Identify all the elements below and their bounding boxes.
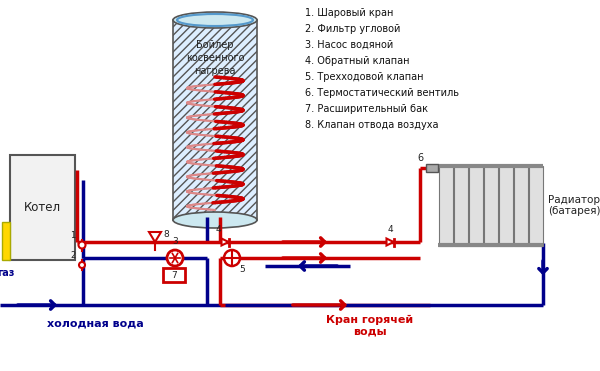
Ellipse shape bbox=[173, 12, 257, 28]
Text: Кран горячей
воды: Кран горячей воды bbox=[326, 315, 413, 336]
Text: 7: 7 bbox=[171, 270, 177, 279]
Text: газ: газ bbox=[0, 268, 14, 278]
Polygon shape bbox=[149, 232, 161, 242]
Text: 1. Шаровый кран: 1. Шаровый кран bbox=[305, 8, 394, 18]
Text: 6: 6 bbox=[417, 153, 423, 163]
Text: 5. Трехходовой клапан: 5. Трехходовой клапан bbox=[305, 72, 424, 82]
Polygon shape bbox=[386, 239, 394, 246]
Text: 7. Расширительный бак: 7. Расширительный бак bbox=[305, 104, 428, 114]
Bar bbox=[163, 268, 185, 282]
Bar bbox=[426, 164, 438, 172]
Ellipse shape bbox=[173, 212, 257, 228]
Text: 4: 4 bbox=[387, 225, 393, 234]
Text: 8. Клапан отвода воздуха: 8. Клапан отвода воздуха bbox=[305, 120, 439, 130]
Polygon shape bbox=[173, 20, 257, 220]
Text: Радиатор
(батарея): Радиатор (батарея) bbox=[548, 195, 600, 216]
FancyBboxPatch shape bbox=[514, 165, 527, 246]
Text: 5: 5 bbox=[239, 265, 245, 274]
Bar bbox=[2, 222, 10, 260]
Circle shape bbox=[79, 262, 85, 268]
Circle shape bbox=[167, 250, 183, 266]
Text: Бойлер
косвенного
нагрева: Бойлер косвенного нагрева bbox=[186, 40, 244, 76]
FancyBboxPatch shape bbox=[469, 165, 482, 246]
FancyBboxPatch shape bbox=[439, 165, 452, 246]
Text: 4: 4 bbox=[215, 225, 221, 234]
FancyBboxPatch shape bbox=[529, 165, 542, 246]
Text: 2. Фильтр угловой: 2. Фильтр угловой bbox=[305, 24, 400, 34]
Circle shape bbox=[224, 250, 240, 266]
FancyBboxPatch shape bbox=[454, 165, 467, 246]
Text: 4. Обратный клапан: 4. Обратный клапан bbox=[305, 56, 409, 66]
Polygon shape bbox=[221, 239, 229, 246]
FancyBboxPatch shape bbox=[499, 165, 512, 246]
FancyBboxPatch shape bbox=[10, 155, 75, 260]
Text: 1: 1 bbox=[70, 231, 76, 240]
Text: Котел: Котел bbox=[24, 201, 61, 214]
Text: 3. Насос водяной: 3. Насос водяной bbox=[305, 40, 393, 50]
Text: 2: 2 bbox=[70, 251, 76, 260]
FancyBboxPatch shape bbox=[484, 165, 497, 246]
Text: 3: 3 bbox=[172, 237, 178, 246]
Text: холодная вода: холодная вода bbox=[47, 319, 143, 329]
Circle shape bbox=[79, 242, 86, 249]
Text: 8: 8 bbox=[163, 230, 169, 239]
Text: 6. Термостатический вентиль: 6. Термостатический вентиль bbox=[305, 88, 459, 98]
